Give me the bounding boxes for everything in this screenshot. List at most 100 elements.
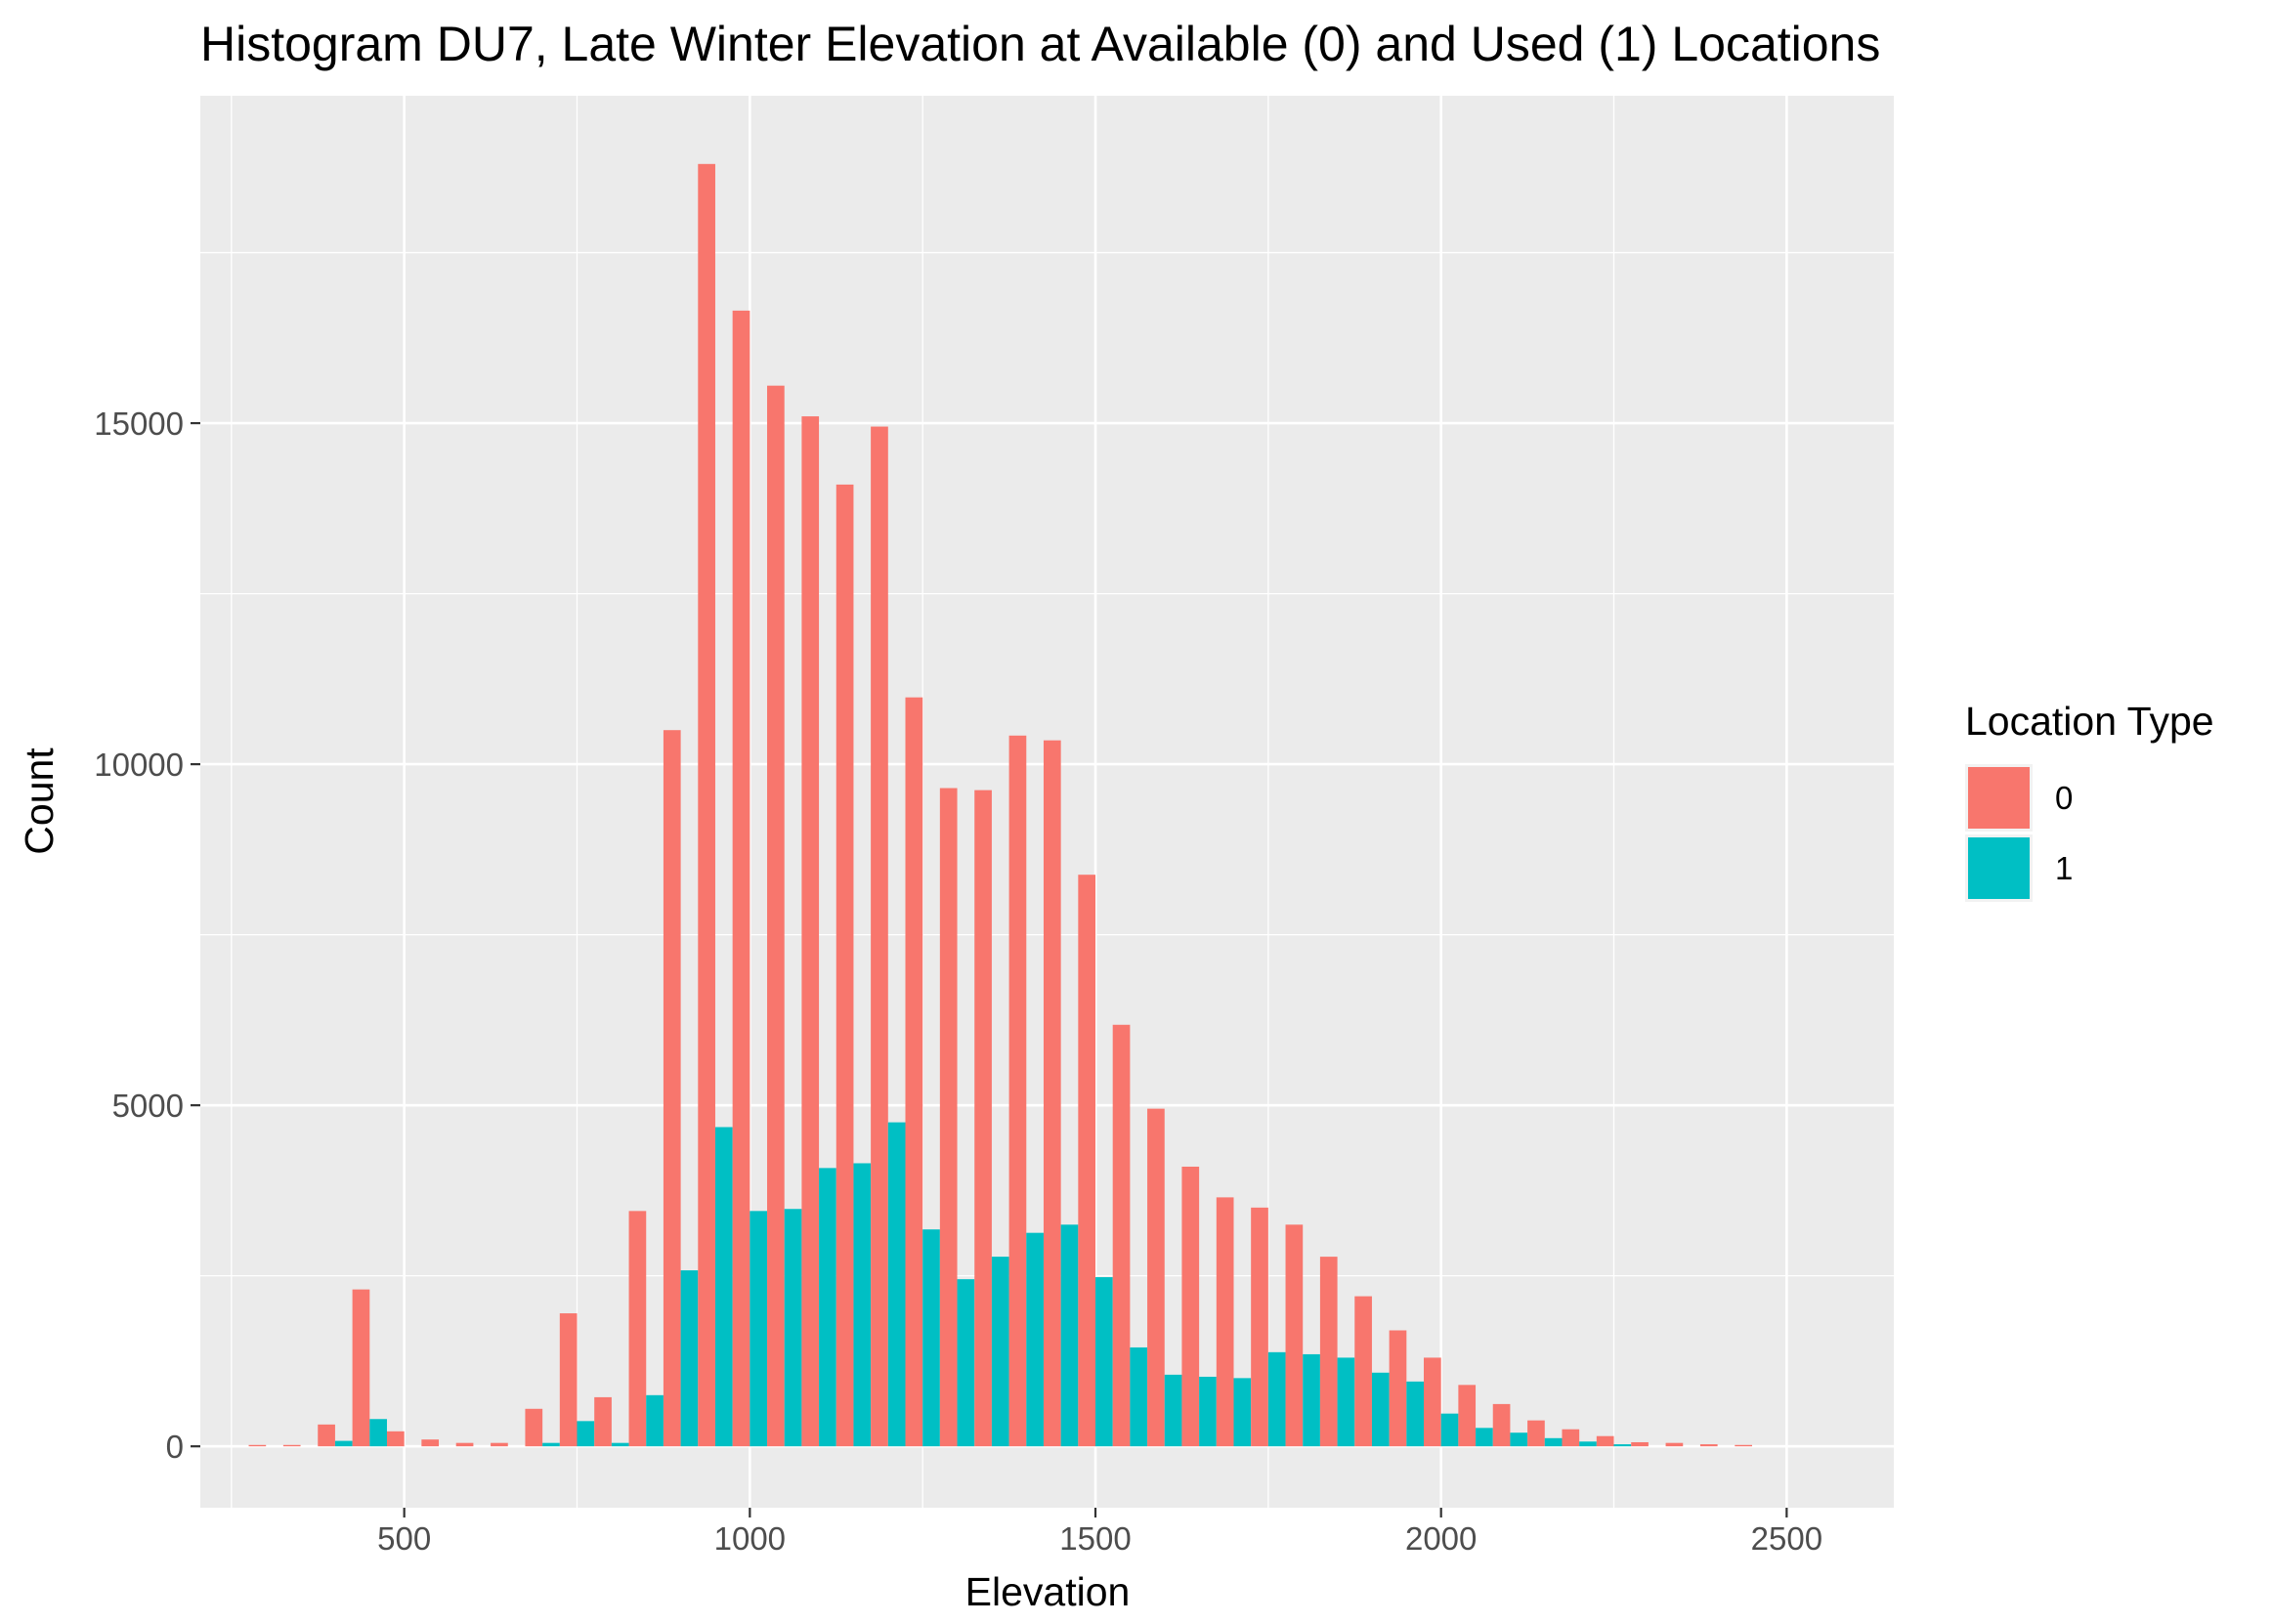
legend-swatch-0 [1968,767,2030,829]
bar-series-1 [1267,1351,1286,1447]
bar-series-1 [1060,1224,1079,1447]
legend: Location Type 01 [1965,699,2214,902]
bar-series-0 [663,730,681,1447]
bar-series-0 [628,1211,647,1447]
bar-series-1 [646,1394,664,1447]
bar-series-0 [318,1424,335,1447]
bar-series-0 [1424,1357,1441,1447]
legend-label-0: 0 [2055,780,2073,816]
bar-series-0 [1251,1207,1268,1447]
bar-series-0 [836,484,854,1447]
bar-series-0 [1147,1108,1165,1447]
bar-series-1 [369,1419,387,1447]
bar-series-0 [1631,1441,1649,1447]
bar-series-0 [491,1442,508,1447]
bar-series-1 [1406,1381,1425,1447]
bar-series-1 [1026,1232,1044,1447]
bar-series-1 [784,1209,802,1447]
bar-series-0 [1078,875,1096,1447]
bar-series-0 [1354,1296,1372,1447]
bar-series-1 [680,1270,699,1447]
bar-series-0 [1285,1224,1304,1447]
bar-series-0 [974,790,992,1447]
bar-series-0 [1562,1429,1580,1447]
y-axis-title: Count [17,748,62,855]
bar-series-1 [1371,1372,1390,1447]
bar-series-0 [1665,1442,1684,1447]
bar-series-1 [853,1163,872,1447]
bar-series-0 [248,1444,267,1447]
bar-series-0 [386,1431,405,1447]
x-tick-label: 2000 [1405,1520,1477,1557]
bar-series-0 [905,697,923,1447]
bar-series-1 [1233,1378,1252,1447]
bar-series-1 [1544,1437,1563,1447]
y-tick-label: 15000 [94,406,184,442]
bar-series-0 [732,310,750,1447]
y-tick-label: 5000 [112,1088,184,1124]
bar-series-0 [1112,1024,1131,1447]
bar-series-1 [957,1279,975,1447]
bar-series-0 [698,163,715,1447]
bar-series-0 [455,1442,474,1447]
bar-series-1 [611,1442,629,1447]
bar-series-0 [1596,1435,1614,1447]
bar-series-0 [1527,1420,1545,1447]
bar-series-1 [819,1168,836,1447]
x-axis: 500 1000 1500 2000 2500 [377,1508,1822,1557]
bar-series-1 [1303,1353,1320,1447]
bar-series-1 [1164,1374,1182,1447]
bar-series-0 [767,385,785,1447]
bar-series-1 [750,1211,768,1447]
legend-title: Location Type [1965,699,2214,744]
bar-series-1 [1510,1432,1528,1447]
legend-label-1: 1 [2055,850,2073,886]
bar-series-1 [991,1257,1009,1447]
bar-series-0 [1458,1385,1477,1447]
bar-series-1 [1337,1357,1355,1447]
bar-series-0 [1008,735,1027,1447]
bar-series-0 [1735,1444,1752,1447]
bar-series-0 [1389,1330,1407,1447]
chart-title: Histogram DU7, Late Winter Elevation at … [200,17,1880,71]
y-tick-label: 0 [166,1429,184,1465]
x-tick-label: 1000 [714,1520,786,1557]
legend-items: 01 [1965,764,2073,902]
bar-series-1 [922,1229,940,1447]
bar-series-1 [1476,1428,1493,1447]
bar-series-1 [542,1442,560,1447]
bar-series-1 [1199,1376,1217,1447]
bar-series-0 [525,1408,543,1447]
y-axis: 0 5000 10000 15000 [94,406,200,1465]
bar-series-0 [421,1439,440,1447]
bar-series-1 [1613,1444,1632,1447]
bar-series-1 [714,1127,733,1447]
bar-series-0 [1181,1166,1200,1447]
bar-series-0 [1319,1257,1338,1447]
x-tick-label: 1500 [1059,1520,1131,1557]
bar-series-1 [1579,1441,1597,1447]
bar-series-0 [871,426,888,1447]
bar-series-1 [334,1440,353,1447]
bar-series-0 [1043,740,1061,1447]
x-axis-title: Elevation [965,1569,1131,1614]
bar-series-1 [1440,1413,1459,1447]
bar-series-0 [1216,1197,1234,1447]
bar-series-0 [939,788,958,1447]
bar-series-1 [1130,1346,1148,1447]
bar-series-0 [352,1289,370,1447]
bar-series-1 [1095,1277,1113,1447]
bar-series-0 [1699,1444,1718,1447]
x-tick-label: 2500 [1751,1520,1822,1557]
bars-layer [248,163,1752,1447]
x-tick-label: 500 [377,1520,431,1557]
y-tick-label: 10000 [94,747,184,783]
legend-swatch-1 [1968,837,2030,899]
bar-series-0 [559,1313,578,1447]
bar-series-0 [801,416,820,1447]
bar-series-1 [577,1421,595,1447]
bar-series-0 [282,1444,301,1447]
bar-series-0 [594,1396,612,1447]
